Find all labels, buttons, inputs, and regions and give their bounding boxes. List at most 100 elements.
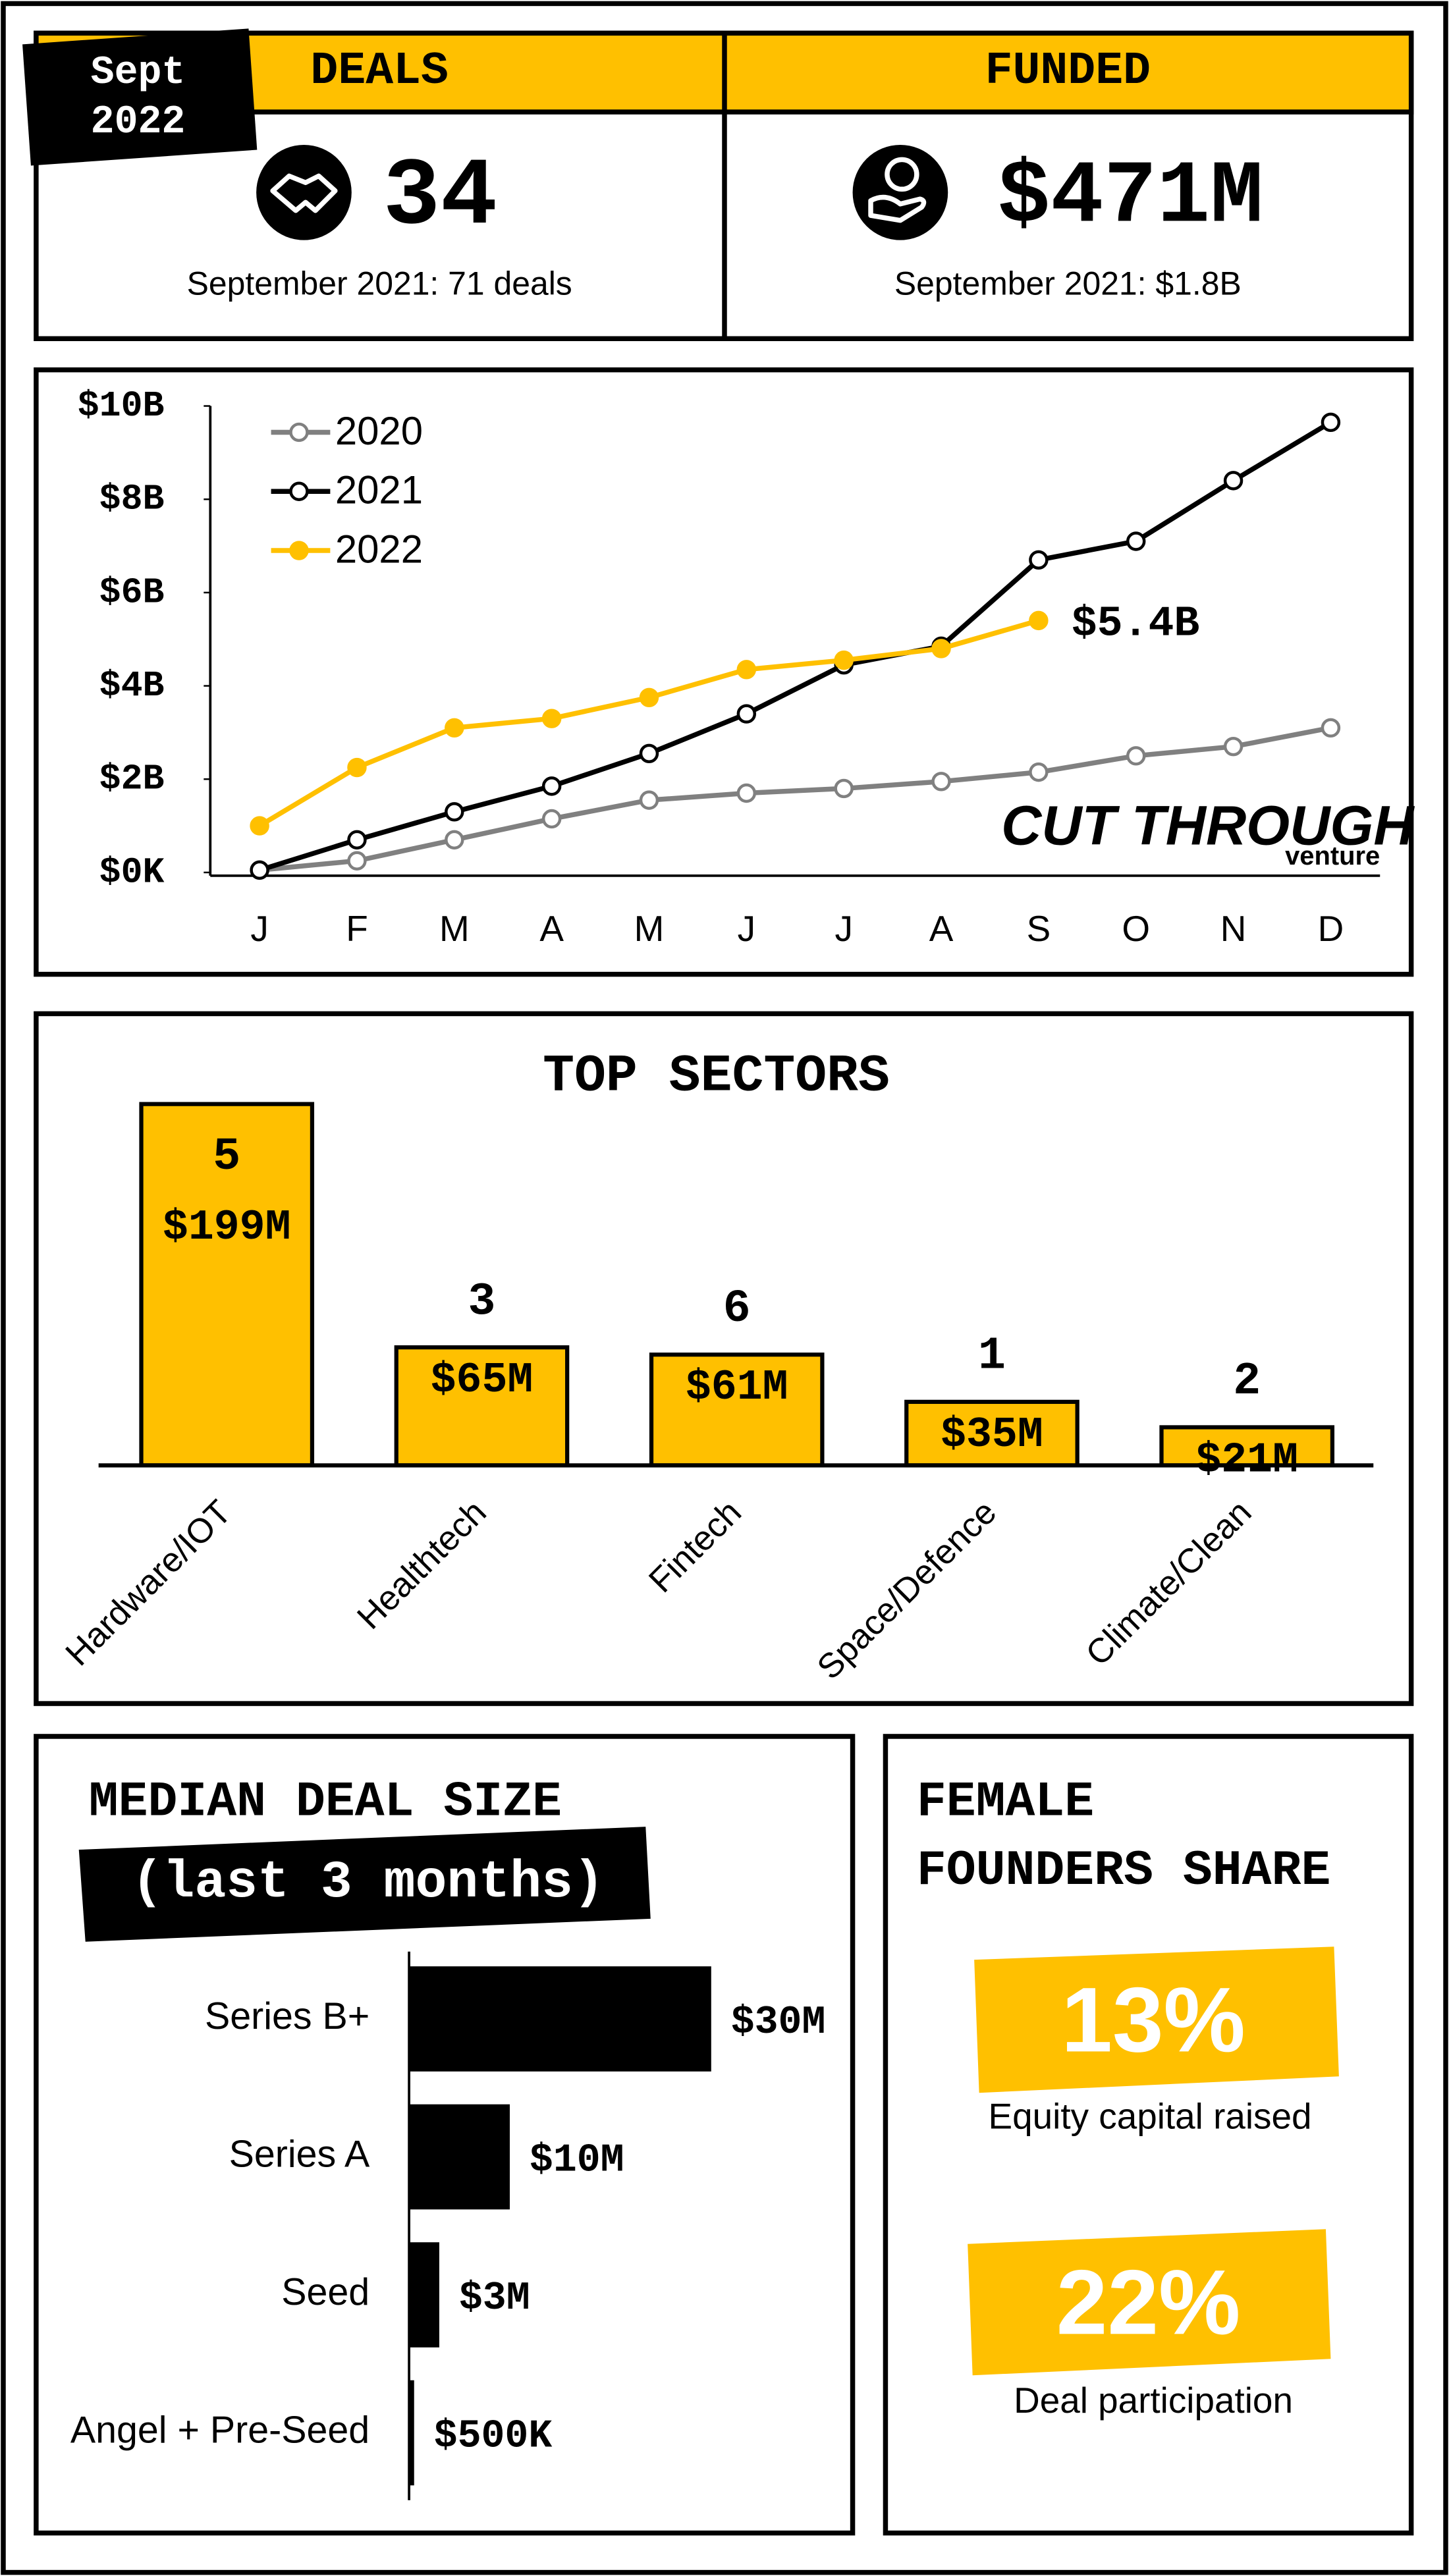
data-label: $10M [530,2137,624,2182]
data-label: $35M [941,1411,1043,1459]
deal-count: 5 [213,1131,240,1183]
panel-title: FOUNDERS SHARE [917,1844,1331,1899]
data-point [347,851,367,871]
data-point [931,772,951,792]
line-chart-panel [34,367,1414,977]
x-tick-label: A [929,908,954,949]
badge-year: 2022 [91,99,186,144]
stat-label: Deal participation [1014,2380,1293,2421]
bar [409,2380,414,2486]
data-point [1029,550,1049,570]
bar [139,1102,315,1468]
data-point [1321,718,1341,738]
category-label: Series A [229,2133,370,2176]
data-point [834,778,854,799]
bar [904,1399,1080,1468]
data-label: $21M [1195,1436,1298,1484]
kpi-note: September 2021: $1.8B [894,265,1242,302]
data-point [541,709,562,728]
data-point [541,776,562,796]
data-point [1321,412,1341,433]
data-point [736,660,757,680]
category-label: Seed [281,2271,369,2313]
data-point [1029,762,1049,782]
legend-marker [289,541,309,560]
category-label: Angel + Pre-Seed [70,2409,369,2452]
deal-count: 6 [723,1283,751,1335]
data-point [445,718,464,738]
y-tick-label: $4B [99,666,165,707]
handshake-icon [256,144,352,240]
stat-value: 13% [1061,1968,1245,2071]
data-point [445,802,464,822]
data-point [931,639,951,658]
deal-count: 1 [978,1329,1006,1382]
data-point [639,687,659,708]
x-tick-label: S [1027,908,1051,949]
data-point [1126,746,1146,766]
data-point [1029,610,1049,631]
data-point [250,816,269,836]
kpi-title: DEALS [310,45,449,97]
data-point [639,743,659,764]
panel-title: TOP SECTORS [543,1046,890,1106]
subtitle-banner [78,1827,651,1942]
kpi-title: FUNDED [985,45,1151,97]
bar [1159,1425,1335,1468]
data-label: $500K [434,2413,553,2458]
female-founders-panel [883,1734,1414,2536]
data-point [250,860,269,880]
data-point [1126,531,1146,551]
y-tick-label: $2B [99,759,165,800]
x-tick-label: N [1220,908,1247,949]
data-point [834,650,854,670]
stat-label: Equity capital raised [989,2096,1312,2137]
stat-highlight [968,2229,1331,2376]
x-tick-label: F [346,908,368,949]
deal-count: 3 [468,1275,496,1328]
legend-marker [289,422,309,443]
panel-subtitle: (last 3 months) [132,1853,605,1912]
bar [409,2104,510,2210]
data-point [1223,471,1244,491]
logo-sub: venture [1285,842,1380,871]
x-tick-label: J [738,908,755,949]
x-tick-label: O [1122,908,1150,949]
data-point [541,809,562,829]
bar [409,2242,439,2348]
legend-marker [289,481,309,501]
legend-label: 2020 [335,409,423,453]
category-label: Series B+ [205,1995,369,2037]
series-line [258,420,1332,872]
x-tick-label: M [439,908,470,949]
deal-count: 2 [1233,1355,1261,1407]
data-label: $30M [731,2000,826,2045]
bar [394,1345,570,1468]
panel-title: FEMALE [917,1775,1094,1830]
data-label: $199M [163,1204,291,1252]
stat-value: 22% [1056,2251,1241,2353]
funding-icon [852,144,948,240]
kpi-value: $471M [997,148,1263,248]
legend-label: 2021 [335,468,423,512]
data-point [347,757,367,778]
data-point [736,783,757,803]
data-point [639,790,659,810]
kpi-value: 34 [383,144,498,252]
y-tick-label: $10B [78,386,165,427]
x-tick-label: D [1318,908,1344,949]
y-tick-label: $8B [99,479,165,520]
stat-highlight [974,1946,1339,2093]
data-label: $5.4B [1072,601,1200,649]
bar [409,1966,711,2072]
data-point [736,704,757,724]
legend-label: 2022 [335,527,423,571]
date-badge [22,28,258,166]
data-label: $65M [431,1356,533,1405]
data-point [1223,736,1244,757]
x-tick-label: J [250,908,268,949]
series-line [259,725,1332,873]
x-tick-label: A [539,908,564,949]
